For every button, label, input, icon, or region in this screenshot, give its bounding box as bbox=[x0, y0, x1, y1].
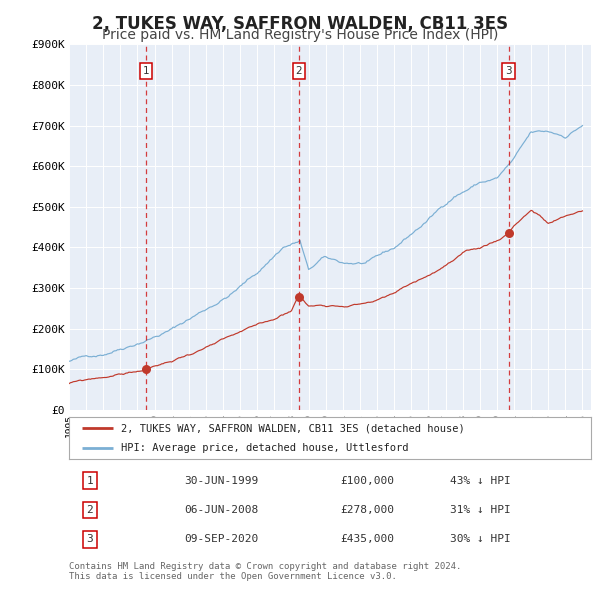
Text: 3: 3 bbox=[505, 65, 512, 76]
Text: Price paid vs. HM Land Registry's House Price Index (HPI): Price paid vs. HM Land Registry's House … bbox=[102, 28, 498, 42]
Text: Contains HM Land Registry data © Crown copyright and database right 2024.: Contains HM Land Registry data © Crown c… bbox=[69, 562, 461, 571]
Text: 1: 1 bbox=[86, 476, 93, 486]
Text: £435,000: £435,000 bbox=[340, 535, 394, 545]
Text: 43% ↓ HPI: 43% ↓ HPI bbox=[450, 476, 511, 486]
Text: £100,000: £100,000 bbox=[340, 476, 394, 486]
Text: 2: 2 bbox=[296, 65, 302, 76]
Text: 2: 2 bbox=[86, 505, 93, 515]
Text: 3: 3 bbox=[86, 535, 93, 545]
Text: 30-JUN-1999: 30-JUN-1999 bbox=[184, 476, 258, 486]
Text: 06-JUN-2008: 06-JUN-2008 bbox=[184, 505, 258, 515]
Text: £278,000: £278,000 bbox=[340, 505, 394, 515]
Text: 1: 1 bbox=[143, 65, 149, 76]
Text: 30% ↓ HPI: 30% ↓ HPI bbox=[450, 535, 511, 545]
Text: 2, TUKES WAY, SAFFRON WALDEN, CB11 3ES (detached house): 2, TUKES WAY, SAFFRON WALDEN, CB11 3ES (… bbox=[121, 423, 465, 433]
Text: This data is licensed under the Open Government Licence v3.0.: This data is licensed under the Open Gov… bbox=[69, 572, 397, 581]
Text: 31% ↓ HPI: 31% ↓ HPI bbox=[450, 505, 511, 515]
Text: HPI: Average price, detached house, Uttlesford: HPI: Average price, detached house, Uttl… bbox=[121, 442, 409, 453]
Text: 09-SEP-2020: 09-SEP-2020 bbox=[184, 535, 258, 545]
Text: 2, TUKES WAY, SAFFRON WALDEN, CB11 3ES: 2, TUKES WAY, SAFFRON WALDEN, CB11 3ES bbox=[92, 15, 508, 33]
